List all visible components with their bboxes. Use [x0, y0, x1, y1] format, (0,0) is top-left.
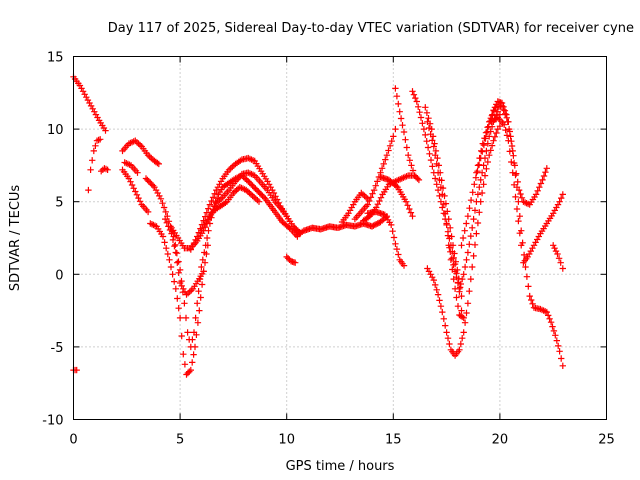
series-track-h: [147, 220, 211, 378]
chart-grid: [73, 56, 607, 420]
chart-ticks: [73, 56, 607, 420]
series-track-j: [168, 169, 303, 252]
data-point-markers: [473, 102, 566, 369]
series-track-s: [377, 173, 416, 220]
x-tick-labels: 0 5 10 15 20 25: [69, 433, 614, 448]
series-track-d: [119, 137, 162, 168]
y-tick-label: 15: [47, 51, 64, 66]
series-track-n: [294, 213, 391, 239]
series-track-ad: [70, 366, 80, 374]
data-point-markers: [119, 166, 152, 216]
y-tick-labels: -10 -5 0 5 10 15: [42, 51, 63, 429]
series-track-w: [424, 118, 467, 322]
x-tick-label: 25: [598, 433, 615, 448]
x-tick-label: 10: [278, 433, 295, 448]
data-points: [70, 73, 566, 378]
data-point-markers: [98, 165, 111, 175]
data-point-markers: [168, 169, 303, 252]
data-point-markers: [424, 123, 504, 359]
series-track-b: [85, 136, 104, 194]
series-track-m: [283, 253, 299, 266]
data-point-markers: [70, 366, 80, 374]
data-point-markers: [119, 137, 162, 168]
data-point-markers: [377, 173, 416, 220]
series-track-o: [338, 189, 371, 226]
x-tick-label: 5: [176, 433, 184, 448]
series-track-f: [121, 159, 141, 176]
data-point-markers: [424, 118, 467, 322]
data-point-markers: [283, 253, 299, 266]
chart-title: Day 117 of 2025, Sidereal Day-to-day VTE…: [108, 21, 634, 36]
y-tick-label: -5: [51, 341, 64, 356]
data-point-markers: [162, 215, 207, 298]
data-point-markers: [351, 125, 399, 223]
data-point-markers: [550, 242, 566, 272]
series-track-x: [424, 123, 504, 359]
series-track-ac: [550, 242, 566, 272]
series-track-a: [70, 73, 109, 134]
plot-frame: [73, 56, 607, 420]
series-track-i: [162, 215, 207, 298]
x-axis-label: GPS time / hours: [286, 459, 395, 474]
series-track-ab: [488, 114, 566, 266]
data-point-markers: [85, 136, 104, 194]
y-tick-label: 0: [55, 268, 63, 283]
data-point-markers: [198, 184, 263, 234]
y-tick-label: 5: [55, 196, 63, 211]
data-point-markers: [121, 159, 141, 176]
series-track-l: [198, 184, 263, 234]
x-tick-label: 15: [385, 433, 402, 448]
series-track-r: [364, 208, 408, 269]
data-point-markers: [392, 85, 418, 179]
x-tick-label: 0: [69, 433, 77, 448]
y-tick-label: -10: [42, 414, 63, 429]
series-track-p: [351, 125, 399, 223]
data-point-markers: [70, 73, 109, 134]
data-point-markers: [294, 213, 391, 239]
y-tick-label: 10: [47, 123, 64, 138]
series-track-e: [119, 166, 152, 216]
x-tick-label: 20: [492, 433, 509, 448]
data-point-markers: [338, 189, 371, 226]
data-point-markers: [147, 220, 211, 378]
series-track-c: [98, 165, 111, 175]
data-point-markers: [488, 114, 566, 266]
series-track-t: [392, 85, 418, 179]
data-point-markers: [364, 208, 408, 269]
series-track-aa: [473, 102, 566, 369]
y-axis-label: SDTVAR / TECUs: [8, 185, 23, 292]
